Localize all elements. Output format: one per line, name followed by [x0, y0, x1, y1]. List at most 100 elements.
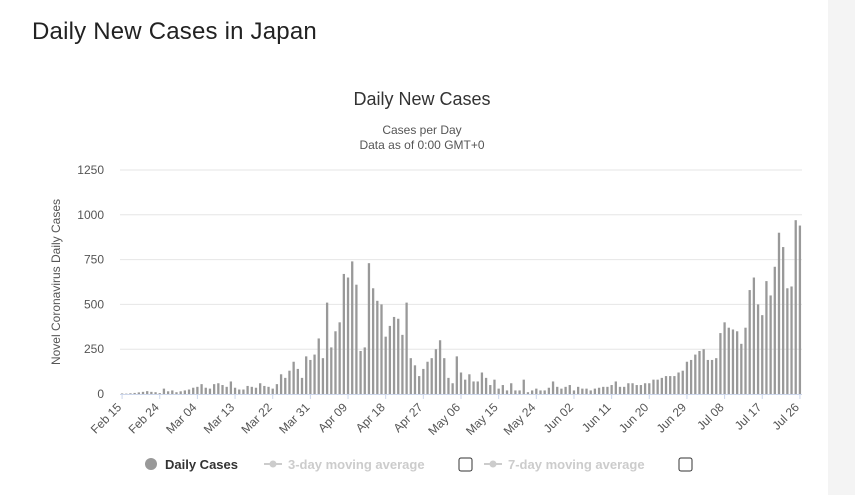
- bar: [342, 273, 345, 394]
- bar: [141, 391, 145, 394]
- y-tick-label: 0: [97, 387, 104, 401]
- bar: [355, 284, 358, 394]
- bar: [346, 277, 350, 394]
- bar: [731, 329, 735, 394]
- bar: [300, 377, 304, 394]
- bar: [229, 381, 233, 394]
- bar: [660, 377, 663, 394]
- legend-item-daily-cases[interactable]: Daily Cases: [145, 457, 238, 472]
- bar: [715, 358, 718, 394]
- legend-marker-icon: [489, 460, 497, 468]
- bar: [522, 379, 525, 394]
- bar: [271, 388, 274, 394]
- bar: [296, 368, 299, 394]
- bar: [179, 391, 182, 394]
- bar: [129, 393, 132, 394]
- bar: [150, 391, 153, 394]
- legend-label: Daily Cases: [165, 457, 238, 472]
- legend: Daily Cases 3-day moving average 7-day mov…: [145, 457, 693, 472]
- bar: [572, 390, 576, 394]
- x-tick-label: Apr 09: [315, 400, 350, 435]
- bar: [254, 387, 258, 394]
- bar: [585, 388, 588, 394]
- bar: [602, 386, 605, 394]
- bar: [451, 383, 454, 394]
- bar: [279, 374, 283, 394]
- bar: [551, 381, 555, 394]
- bar: [723, 322, 726, 394]
- bar: [313, 354, 316, 394]
- bar: [246, 385, 249, 394]
- right-gutter: [828, 0, 855, 495]
- bar: [790, 286, 793, 394]
- bar-series: [120, 220, 802, 394]
- legend-marker-icon: [269, 460, 277, 468]
- bar: [325, 302, 329, 394]
- bar: [166, 391, 170, 394]
- chart-subtitle-line: Data as of 0:00 GMT+0: [359, 138, 484, 152]
- legend-item-3-day-average[interactable]: 3-day moving average: [264, 457, 425, 472]
- bar: [376, 300, 379, 394]
- x-tick-label: Mar 04: [163, 400, 200, 437]
- bar: [192, 387, 195, 394]
- bar: [530, 390, 534, 394]
- y-axis-label: Novel Coronavirus Daily Cases: [49, 199, 63, 365]
- bar: [547, 387, 551, 394]
- bar: [212, 384, 216, 394]
- bar: [489, 385, 492, 394]
- bar: [204, 387, 207, 394]
- bar: [765, 281, 768, 394]
- bar: [217, 383, 220, 394]
- x-tick-label: Jun 20: [616, 400, 652, 436]
- x-tick-label: Jul 17: [732, 400, 765, 433]
- bar: [392, 316, 396, 394]
- legend-marker-icon: [145, 458, 157, 470]
- bar: [242, 389, 245, 394]
- bar: [736, 331, 739, 394]
- bar: [769, 295, 772, 394]
- bar: [371, 288, 375, 394]
- x-tick-label: Jul 08: [694, 400, 727, 433]
- bar: [652, 379, 655, 394]
- bar: [250, 386, 253, 394]
- bar: [476, 381, 479, 394]
- bar: [560, 388, 563, 394]
- x-tick-label: Apr 27: [391, 400, 426, 435]
- y-tick-label: 500: [84, 297, 104, 311]
- bar: [359, 350, 362, 394]
- bar: [673, 376, 676, 394]
- x-tick-label: Jul 26: [769, 400, 802, 433]
- bar: [761, 315, 764, 394]
- bar: [727, 327, 730, 394]
- y-tick-label: 1250: [77, 163, 104, 177]
- bar: [685, 361, 689, 394]
- y-tick-label: 250: [84, 342, 104, 356]
- bar: [543, 390, 546, 394]
- bar: [794, 220, 797, 394]
- bar: [455, 356, 458, 394]
- bar: [669, 376, 672, 394]
- bar: [321, 358, 325, 394]
- x-tick-label: Jun 11: [579, 400, 614, 435]
- bar: [397, 318, 400, 394]
- bar: [505, 390, 509, 394]
- bar: [702, 349, 705, 394]
- bar: [643, 383, 647, 394]
- checkbox-3-day-average[interactable]: [458, 457, 473, 472]
- bar: [777, 232, 781, 394]
- bar: [200, 384, 203, 394]
- bar: [120, 393, 124, 394]
- bar: [581, 388, 584, 394]
- checkbox-7-day-average[interactable]: [678, 457, 693, 472]
- legend-item-7-day-average[interactable]: 7-day moving average: [484, 457, 645, 472]
- bar: [422, 368, 425, 394]
- page-title: Daily New Cases in Japan: [32, 18, 317, 45]
- bar: [664, 376, 668, 394]
- bar: [623, 386, 626, 394]
- bar: [317, 338, 320, 394]
- bar: [409, 358, 412, 394]
- x-tick-label: Feb 15: [88, 400, 125, 437]
- y-axis-ticks: 0 250 500 750 1000 1250: [77, 163, 104, 401]
- legend-label: 7-day moving average: [508, 457, 645, 472]
